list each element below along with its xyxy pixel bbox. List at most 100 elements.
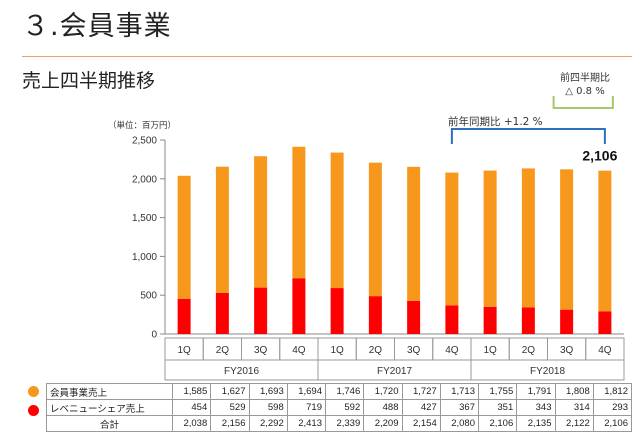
bar-segment-revenue-share <box>521 307 535 334</box>
category-label: 2Q <box>216 345 230 356</box>
bar-segment-member-sales <box>215 166 229 293</box>
table-cell: 1,746 <box>324 383 365 400</box>
table-cell: 1,694 <box>286 383 327 400</box>
bar-segment-member-sales <box>254 156 268 288</box>
category-label: 4Q <box>445 345 459 356</box>
bar-segment-revenue-share <box>215 292 229 334</box>
bar-segment-revenue-share <box>560 309 574 334</box>
table-cell: 598 <box>248 399 288 416</box>
table-cell: 1,808 <box>554 383 594 400</box>
y-tick-label: 500 <box>140 291 157 302</box>
table-cell: 592 <box>324 399 365 416</box>
table-row: レベニューシェア売上 454 529 598 719 592 488 427 367 351 343… <box>46 399 633 416</box>
table-row-label: 合計 <box>46 415 173 432</box>
table-cell: 314 <box>554 399 594 416</box>
bar-segment-member-sales <box>483 170 497 307</box>
bar-segment-revenue-share <box>177 298 191 334</box>
bar-segment-member-sales <box>521 168 535 308</box>
table-cell: 488 <box>363 399 403 416</box>
bar-segment-revenue-share <box>598 311 612 334</box>
table-cell: 2,038 <box>171 415 212 432</box>
table-cell: 343 <box>516 399 556 416</box>
y-tick-label: 1,500 <box>132 213 157 224</box>
bar-segment-member-sales <box>560 169 574 310</box>
qoq-annotation-label: 前四半期比 <box>560 71 610 84</box>
group-label: FY2017 <box>377 366 412 377</box>
table-row: 会員事業売上 1,585 1,627 1,693 1,694 1,746 1,720 1,72… <box>46 383 633 400</box>
table-cell: 2,135 <box>516 415 556 432</box>
bar-segment-member-sales <box>330 152 344 289</box>
table-cell: 1,791 <box>516 383 556 400</box>
category-label: 1Q <box>330 345 344 356</box>
legend-dot-member-sales <box>28 386 39 397</box>
table-cell: 454 <box>171 399 212 416</box>
bar-segment-member-sales <box>177 175 191 299</box>
table-cell: 1,727 <box>401 383 441 400</box>
table-cell: 2,106 <box>477 415 518 432</box>
table-cell: 351 <box>477 399 518 416</box>
table-cell: 1,720 <box>363 383 403 400</box>
last-total-label: 2,106 <box>582 148 617 164</box>
bar-segment-member-sales <box>407 166 421 301</box>
bar-segment-revenue-share <box>407 300 421 334</box>
group-label: FY2018 <box>530 366 565 377</box>
table-cell: 2,154 <box>401 415 441 432</box>
y-tick-label: 2,500 <box>132 136 157 147</box>
category-label: 4Q <box>598 345 612 356</box>
table-cell: 2,292 <box>248 415 288 432</box>
table-cell: 427 <box>401 399 441 416</box>
y-tick-label: 0 <box>151 330 157 341</box>
table-cell: 2,106 <box>592 415 633 432</box>
slide-title: ３.会員事業 <box>22 11 172 42</box>
table-cell: 293 <box>592 399 633 416</box>
category-label: 3Q <box>407 345 421 356</box>
bar-segment-member-sales <box>368 162 382 297</box>
group-cell <box>470 359 625 381</box>
bar-segment-revenue-share <box>483 306 497 334</box>
table-cell: 719 <box>286 399 327 416</box>
table-cell: 1,755 <box>477 383 518 400</box>
table-cell: 367 <box>439 399 480 416</box>
table-cell: 2,413 <box>286 415 327 432</box>
bar-segment-revenue-share <box>368 296 382 334</box>
table-row-label: 会員事業売上 <box>46 383 173 400</box>
group-label: FY2016 <box>224 366 259 377</box>
title-divider <box>22 56 632 57</box>
table-cell: 2,080 <box>439 415 480 432</box>
y-tick-label: 1,000 <box>132 252 157 263</box>
yoy-bracket <box>450 128 606 144</box>
section-title: 売上四半期推移 <box>22 70 156 92</box>
bar-segment-member-sales <box>445 172 459 306</box>
table-row: 合計 2,038 2,156 2,292 2,413 2,339 2,209 2,154 2,0… <box>46 415 633 432</box>
category-label: 3Q <box>560 345 574 356</box>
bar-segment-revenue-share <box>292 278 306 334</box>
table-cell: 1,693 <box>248 383 288 400</box>
category-label: 1Q <box>483 345 497 356</box>
category-label: 2Q <box>522 345 536 356</box>
yoy-annotation-label: 前年同期比 +1.2 % <box>448 115 543 128</box>
category-label: 1Q <box>177 345 191 356</box>
table-cell: 1,585 <box>171 383 212 400</box>
table-cell: 1,812 <box>592 383 633 400</box>
bar-segment-revenue-share <box>254 287 268 334</box>
table-cell: 2,156 <box>210 415 250 432</box>
legend-dot-revenue-share <box>28 405 39 416</box>
table-cell: 2,209 <box>363 415 403 432</box>
table-cell: 529 <box>210 399 250 416</box>
unit-label: （単位：百万円） <box>108 120 176 131</box>
y-tick-label: 2,000 <box>132 174 157 185</box>
data-table: 会員事業売上 1,585 1,627 1,693 1,694 1,746 1,720 1,72… <box>46 383 633 432</box>
table-cell: 1,713 <box>439 383 480 400</box>
table-cell: 2,122 <box>554 415 594 432</box>
qoq-annotation-value: △ 0.8 % <box>565 86 604 97</box>
bar-segment-revenue-share <box>330 288 344 334</box>
category-label: 3Q <box>254 345 268 356</box>
category-label: 2Q <box>369 345 383 356</box>
bar-segment-revenue-share <box>445 305 459 334</box>
table-cell: 1,627 <box>210 383 250 400</box>
table-row-label: レベニューシェア売上 <box>46 399 173 416</box>
qoq-bracket <box>552 96 614 109</box>
category-label: 4Q <box>292 345 306 356</box>
table-cell: 2,339 <box>324 415 365 432</box>
